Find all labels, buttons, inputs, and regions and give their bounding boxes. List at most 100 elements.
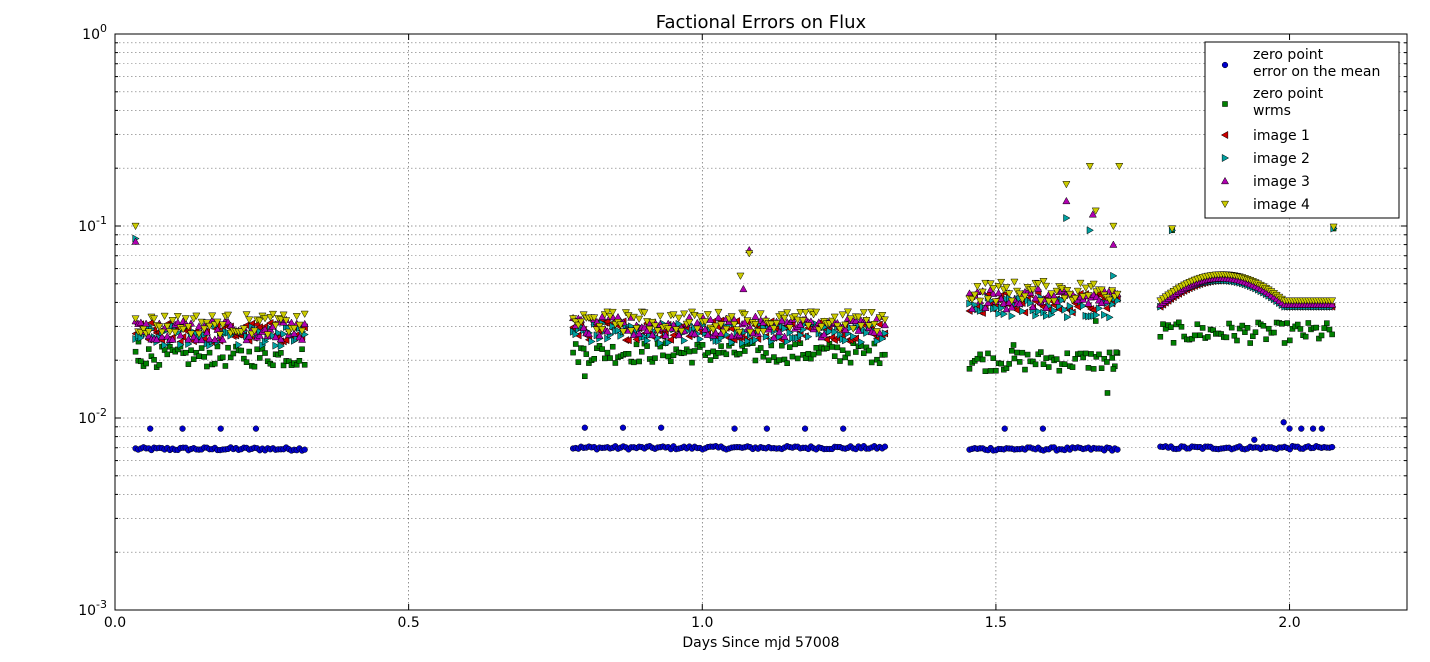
point	[277, 342, 286, 351]
point	[218, 335, 227, 343]
point	[648, 318, 657, 327]
point	[1027, 299, 1035, 308]
point	[606, 312, 615, 321]
legend-marker	[1222, 101, 1228, 107]
point	[1109, 355, 1115, 361]
point	[759, 328, 768, 336]
point	[222, 363, 229, 369]
point	[995, 309, 1003, 318]
point	[1058, 296, 1067, 305]
point	[660, 352, 666, 359]
point	[292, 313, 301, 321]
point	[693, 318, 702, 326]
point	[1042, 311, 1051, 320]
point	[867, 309, 876, 317]
point	[278, 350, 284, 356]
point	[752, 357, 759, 364]
point	[290, 325, 299, 333]
point	[711, 328, 720, 337]
point	[701, 325, 710, 333]
point	[711, 322, 720, 330]
point	[666, 335, 674, 344]
point	[1010, 342, 1017, 348]
point	[783, 309, 792, 317]
point	[857, 322, 866, 330]
point	[1061, 305, 1069, 314]
point	[805, 350, 812, 357]
point	[854, 326, 863, 334]
point	[205, 322, 214, 331]
point	[645, 325, 654, 334]
point	[1076, 279, 1085, 288]
point	[643, 318, 652, 326]
point	[301, 362, 308, 368]
point	[1062, 196, 1071, 205]
point	[225, 344, 231, 351]
point	[703, 311, 712, 319]
point	[735, 328, 744, 337]
point	[602, 355, 608, 362]
point	[242, 311, 251, 319]
point	[224, 311, 233, 319]
point	[862, 317, 871, 325]
point	[155, 323, 164, 331]
point	[184, 323, 193, 331]
point	[1063, 214, 1071, 223]
point	[576, 318, 586, 326]
point	[632, 324, 641, 333]
point	[1002, 284, 1011, 292]
point	[138, 358, 144, 365]
point	[603, 308, 612, 316]
point	[173, 313, 182, 321]
point	[880, 316, 889, 324]
point	[787, 344, 793, 350]
point	[810, 351, 817, 358]
point	[591, 356, 597, 362]
point	[1072, 356, 1078, 362]
point	[805, 332, 813, 341]
point	[187, 330, 196, 338]
point	[723, 351, 730, 358]
point	[252, 425, 260, 432]
point	[201, 354, 208, 360]
point	[812, 308, 821, 317]
point	[1105, 296, 1114, 305]
point	[1101, 310, 1109, 319]
point	[793, 316, 802, 324]
point	[1011, 355, 1018, 362]
point	[1044, 298, 1053, 306]
point	[1252, 329, 1259, 335]
point	[1092, 318, 1099, 324]
point	[1069, 364, 1076, 370]
point	[835, 326, 845, 334]
point	[1008, 348, 1015, 354]
point	[876, 360, 883, 367]
point	[1045, 364, 1052, 370]
point	[691, 348, 698, 354]
point	[165, 328, 174, 336]
point	[1197, 332, 1203, 339]
point	[656, 312, 665, 321]
point	[834, 344, 841, 351]
point	[290, 329, 299, 337]
point	[1160, 321, 1166, 327]
point	[657, 339, 665, 348]
point	[979, 356, 986, 363]
point	[1086, 226, 1094, 235]
point	[300, 310, 309, 319]
point	[1079, 293, 1088, 301]
point	[1157, 334, 1164, 340]
point	[828, 317, 837, 326]
point	[251, 363, 258, 370]
point	[268, 310, 278, 319]
point	[1042, 282, 1051, 291]
point	[216, 331, 225, 339]
point	[156, 362, 163, 368]
point	[1007, 303, 1016, 311]
point	[212, 360, 218, 367]
point	[1194, 321, 1201, 328]
point	[607, 355, 613, 361]
point	[986, 280, 995, 288]
point	[829, 344, 835, 350]
point	[624, 336, 632, 345]
